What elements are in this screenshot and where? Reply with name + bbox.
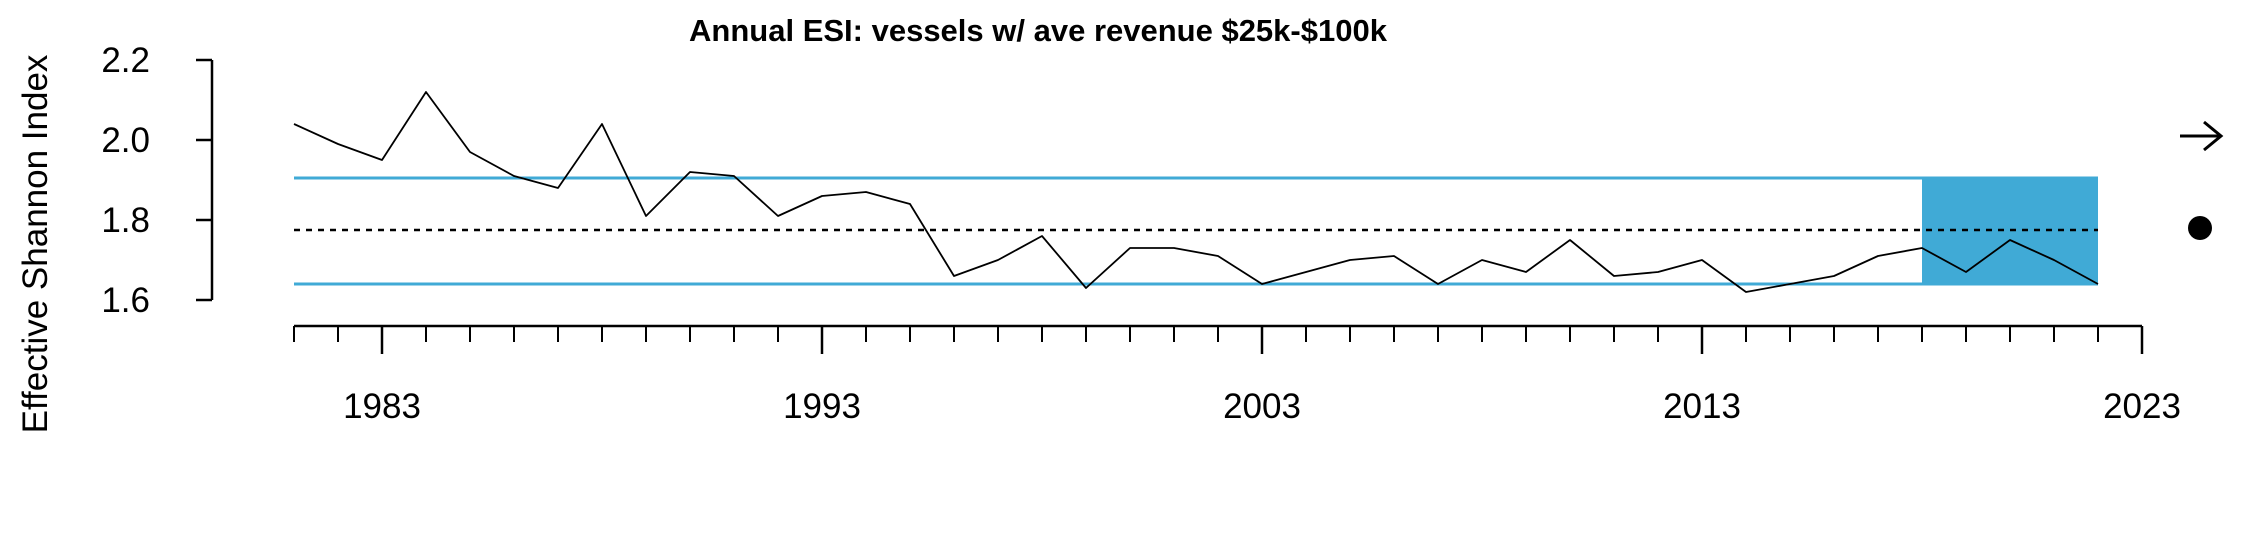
y-tick-label: 2.0 [101,121,150,160]
y-tick-label: 1.6 [101,281,150,320]
x-axis: 1983 1993 2003 2013 2023 [293,324,2181,426]
y-axis: 1.6 1.8 2.0 2.2 [101,41,214,320]
y-axis-title: Effective Shannon Index [16,54,55,433]
y-tick-label: 1.8 [101,201,150,240]
y-tick-label: 2.2 [101,41,150,80]
right-arrow-icon [2180,120,2224,152]
x-tick-label: 2023 [2103,387,2181,426]
chart-title: Annual ESI: vessels w/ ave revenue $25k-… [689,13,1388,48]
status-indicators [2180,120,2224,240]
filled-circle-icon [2188,216,2212,240]
x-tick-label: 2003 [1223,387,1301,426]
series-line-layer [293,91,2099,293]
reference-bands [294,176,2098,286]
x-tick-label: 2013 [1663,387,1741,426]
x-tick-label: 1983 [343,387,421,426]
series-line [293,91,2099,293]
x-tick-label: 1993 [783,387,861,426]
